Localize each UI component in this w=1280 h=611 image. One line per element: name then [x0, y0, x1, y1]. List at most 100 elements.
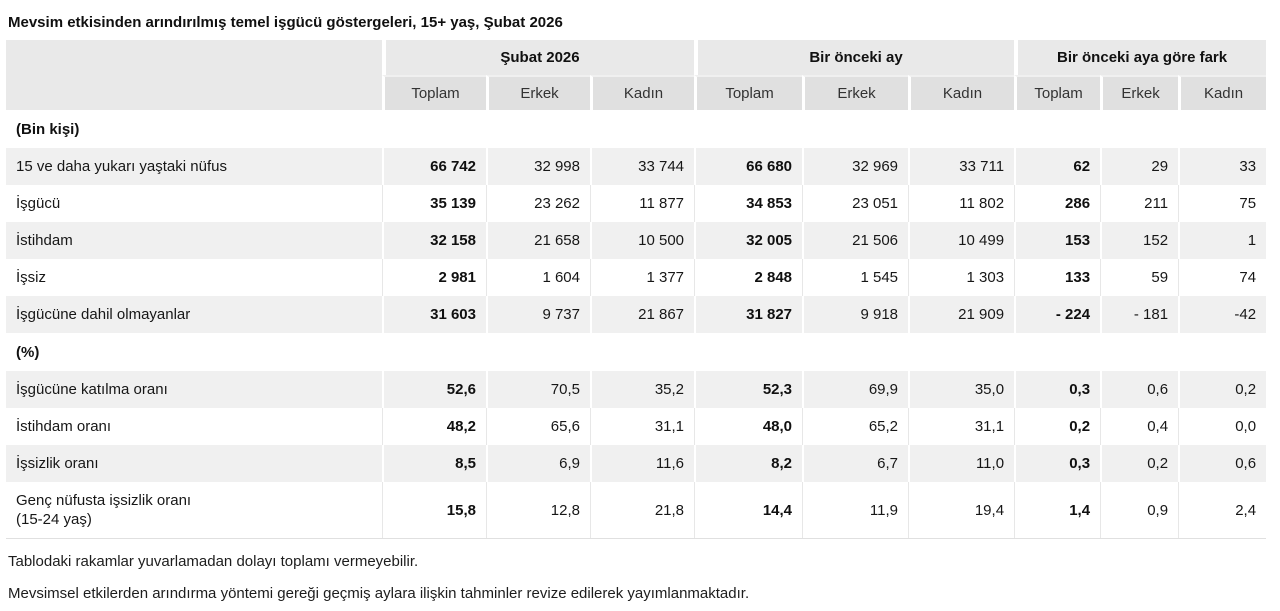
- col-header: Toplam: [382, 75, 486, 110]
- table-row: İşgücü 35 139 23 262 11 877 34 853 23 051 11 8…: [6, 185, 1267, 222]
- value-cell: 8,2: [694, 445, 803, 482]
- value-cell: 11 802: [908, 185, 1015, 222]
- value-cell: 10 499: [908, 222, 1015, 259]
- section-heading-row: (%): [6, 333, 1267, 371]
- value-cell: 11,6: [590, 445, 695, 482]
- table-body: (Bin kişi) 15 ve daha yukarı yaştaki nüfu…: [6, 110, 1267, 538]
- column-group-row: Şubat 2026 Bir önceki ay Bir önceki aya …: [6, 40, 1267, 110]
- value-cell: 9 737: [486, 296, 590, 333]
- value-cell: 52,6: [382, 371, 486, 408]
- col-header: Kadın: [590, 75, 695, 110]
- value-cell: 0,6: [1178, 445, 1267, 482]
- value-cell: - 181: [1100, 296, 1179, 333]
- value-cell: 69,9: [802, 371, 909, 408]
- value-cell: 0,2: [1100, 445, 1179, 482]
- row-label: İşgücüne dahil olmayanlar: [6, 296, 382, 333]
- value-cell: 31,1: [590, 408, 695, 445]
- value-cell: 65,6: [486, 408, 590, 445]
- value-cell: 286: [1014, 185, 1101, 222]
- section-heading: (%): [6, 333, 1267, 371]
- value-cell: 66 742: [382, 148, 486, 185]
- value-cell: 12,8: [486, 482, 590, 538]
- value-cell: 15,8: [382, 482, 486, 538]
- value-cell: 34 853: [694, 185, 803, 222]
- table-header: Şubat 2026 Bir önceki ay Bir önceki aya …: [6, 40, 1267, 110]
- row-label: İstihdam: [6, 222, 382, 259]
- value-cell: 0,4: [1100, 408, 1179, 445]
- col-header: Toplam: [694, 75, 803, 110]
- value-cell: 21 867: [590, 296, 695, 333]
- value-cell: 1 303: [908, 259, 1015, 296]
- value-cell: 1: [1178, 222, 1267, 259]
- value-cell: 153: [1014, 222, 1101, 259]
- value-cell: 9 918: [802, 296, 909, 333]
- value-cell: 35,2: [590, 371, 695, 408]
- value-cell: 31 603: [382, 296, 486, 333]
- col-group-previous-month: Bir önceki ay: [694, 40, 1015, 75]
- value-cell: 1,4: [1014, 482, 1101, 538]
- table-row: İşgücüne dahil olmayanlar 31 603 9 737 21 8…: [6, 296, 1267, 333]
- col-header: Erkek: [1100, 75, 1179, 110]
- value-cell: 8,5: [382, 445, 486, 482]
- value-cell: 33 744: [590, 148, 695, 185]
- value-cell: 11 877: [590, 185, 695, 222]
- table-row: İşgücüne katılma oranı 52,6 70,5 35,2 52,3 69…: [6, 371, 1267, 408]
- value-cell: 33: [1178, 148, 1267, 185]
- value-cell: 10 500: [590, 222, 695, 259]
- col-group-current-month: Şubat 2026: [382, 40, 695, 75]
- value-cell: 0,3: [1014, 371, 1101, 408]
- col-header: Erkek: [802, 75, 909, 110]
- value-cell: 0,0: [1178, 408, 1267, 445]
- value-cell: 2,4: [1178, 482, 1267, 538]
- value-cell: - 224: [1014, 296, 1101, 333]
- value-cell: 2 848: [694, 259, 803, 296]
- value-cell: 21 909: [908, 296, 1015, 333]
- footnote-revision: Mevsimsel etkilerden arındırma yöntemi g…: [8, 585, 750, 602]
- value-cell: 0,9: [1100, 482, 1179, 538]
- row-label: İstihdam oranı: [6, 408, 382, 445]
- value-cell: 29: [1100, 148, 1179, 185]
- value-cell: 35,0: [908, 371, 1015, 408]
- value-cell: 21,8: [590, 482, 695, 538]
- section-heading-row: (Bin kişi): [6, 110, 1267, 148]
- value-cell: 19,4: [908, 482, 1015, 538]
- value-cell: 0,3: [1014, 445, 1101, 482]
- value-cell: 211: [1100, 185, 1179, 222]
- row-label: İşgücüne katılma oranı: [6, 371, 382, 408]
- value-cell: 21 506: [802, 222, 909, 259]
- table-row: Genç nüfusta işsizlik oranı (15-24 yaş) 1…: [6, 482, 1267, 538]
- sub-header-row: Toplam Erkek Kadın Toplam Erkek Kadın Toplam Er…: [6, 75, 1267, 110]
- value-cell: 6,9: [486, 445, 590, 482]
- value-cell: 70,5: [486, 371, 590, 408]
- value-cell: 62: [1014, 148, 1101, 185]
- row-label: İşsizlik oranı: [6, 445, 382, 482]
- value-cell: 21 658: [486, 222, 590, 259]
- col-header: Kadın: [908, 75, 1015, 110]
- value-cell: 0,2: [1014, 408, 1101, 445]
- value-cell: 11,9: [802, 482, 909, 538]
- value-cell: 52,3: [694, 371, 803, 408]
- col-group-difference: Bir önceki aya göre fark: [1014, 40, 1267, 75]
- value-cell: 133: [1014, 259, 1101, 296]
- value-cell: 23 051: [802, 185, 909, 222]
- row-label: 15 ve daha yukarı yaştaki nüfus: [6, 148, 382, 185]
- page-title: Mevsim etkisinden arındırılmış temel işg…: [8, 14, 563, 31]
- value-cell: 0,2: [1178, 371, 1267, 408]
- value-cell: 74: [1178, 259, 1267, 296]
- value-cell: 31 827: [694, 296, 803, 333]
- col-header: Erkek: [486, 75, 590, 110]
- value-cell: 33 711: [908, 148, 1015, 185]
- labour-indicators-table: Şubat 2026 Bir önceki ay Bir önceki aya …: [6, 40, 1267, 539]
- value-cell: 59: [1100, 259, 1179, 296]
- col-header: Toplam: [1014, 75, 1101, 110]
- value-cell: 11,0: [908, 445, 1015, 482]
- value-cell: 23 262: [486, 185, 590, 222]
- value-cell: 65,2: [802, 408, 909, 445]
- table-row: İşsizlik oranı 8,5 6,9 11,6 8,2 6,7 11,0 0,3 0,2…: [6, 445, 1267, 482]
- footnote-rounding: Tablodaki rakamlar yuvarlamadan dolayı t…: [8, 553, 419, 570]
- table-row: İstihdam oranı 48,2 65,6 31,1 48,0 65,2 31,1 0,…: [6, 408, 1267, 445]
- section-heading: (Bin kişi): [6, 110, 1267, 148]
- value-cell: 32 005: [694, 222, 803, 259]
- row-label: İşsiz: [6, 259, 382, 296]
- value-cell: 6,7: [802, 445, 909, 482]
